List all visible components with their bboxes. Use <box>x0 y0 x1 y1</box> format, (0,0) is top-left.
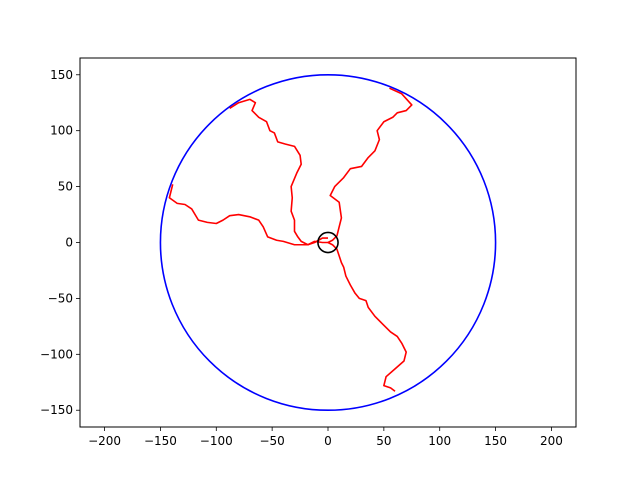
y-tick-label: 50 <box>58 180 73 194</box>
x-tick-label: −100 <box>200 434 233 448</box>
y-tick-label: 150 <box>50 68 73 82</box>
y-axis: −150 −100 −50 0 50 100 150 <box>40 68 80 417</box>
x-tick-label: 50 <box>376 434 391 448</box>
y-tick-label: −150 <box>40 403 73 417</box>
x-tick-label: 150 <box>484 434 507 448</box>
walk-path-3 <box>327 87 413 244</box>
y-tick-label: 100 <box>50 124 73 138</box>
center-circle <box>317 231 339 254</box>
y-tick-label: −100 <box>40 347 73 361</box>
walk-path-2 <box>168 184 328 246</box>
x-tick-label: −50 <box>259 434 284 448</box>
outer-circle <box>159 73 497 412</box>
x-tick-label: 0 <box>324 434 332 448</box>
x-tick-label: −150 <box>144 434 177 448</box>
y-tick-label: 0 <box>65 236 73 250</box>
x-tick-label: 200 <box>540 434 563 448</box>
walk-path-1 <box>229 98 328 246</box>
plot-area <box>159 73 497 412</box>
x-tick-label: −200 <box>88 434 121 448</box>
walk-path-4 <box>327 241 407 392</box>
x-axis: −200 −150 −100 −50 0 50 100 150 200 <box>88 427 563 448</box>
x-tick-label: 100 <box>428 434 451 448</box>
y-tick-label: −50 <box>48 291 73 305</box>
